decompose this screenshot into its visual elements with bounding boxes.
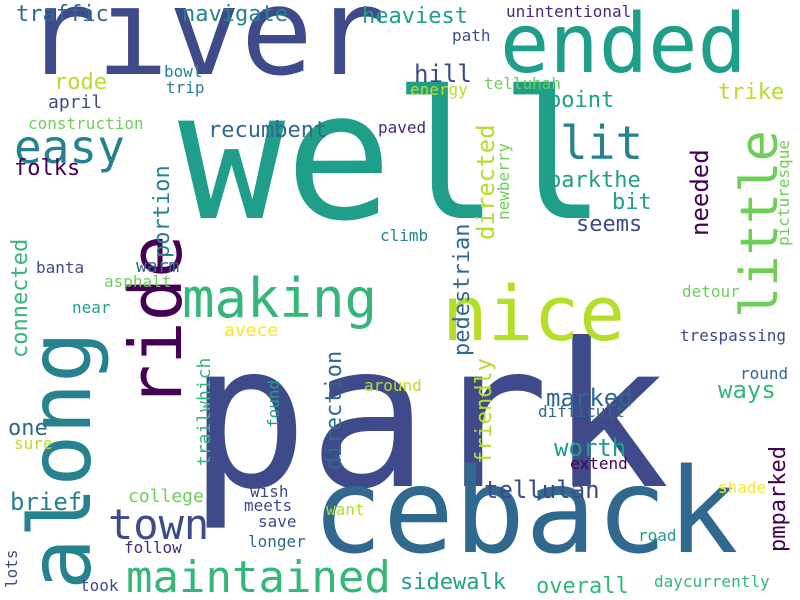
word-follow: follow	[124, 538, 182, 557]
word-pedestrian: pedestrian	[450, 223, 475, 356]
word-round: round	[740, 364, 789, 383]
word-shade: shade	[718, 478, 767, 497]
word-construction: construction	[28, 114, 144, 133]
word-town: town	[108, 500, 210, 549]
word-one: one	[8, 416, 48, 441]
word-sidewalk: sidewalk	[400, 570, 506, 595]
word-bowl: bowl	[164, 62, 203, 81]
word-climb: climb	[380, 226, 429, 245]
word-trespassing: trespassing	[680, 326, 786, 345]
word-along: along	[11, 331, 111, 590]
word-trike: trike	[718, 80, 785, 105]
word-meets: meets	[244, 496, 293, 515]
word-portion: portion	[150, 165, 175, 258]
word-near: near	[72, 298, 111, 317]
word-needed: needed	[686, 149, 714, 236]
word-want: want	[326, 500, 365, 519]
word-newberry: newberry	[494, 142, 513, 220]
word-overall: overall	[536, 574, 629, 599]
word-tellulah: tellulah	[484, 476, 600, 504]
word-nice: nice	[442, 269, 626, 358]
word-sure: sure	[14, 434, 53, 453]
word-warm: warm	[136, 256, 180, 277]
word-well: well	[178, 53, 607, 260]
word-detour: detour	[682, 282, 740, 301]
word-worth: worth	[554, 434, 627, 462]
word-traffic: traffic	[16, 2, 109, 27]
word-folks: folks	[14, 156, 81, 181]
word-brief: brief	[10, 488, 83, 516]
word-park: park	[188, 301, 670, 534]
word-pmparked: pmparked	[766, 446, 791, 552]
word-river: river	[24, 0, 386, 103]
word-heaviest: heaviest	[362, 4, 468, 29]
word-ways: ways	[718, 376, 776, 404]
word-trip: trip	[166, 78, 205, 97]
word-recumbent: recumbent	[208, 118, 328, 143]
word-lots: lots	[2, 549, 21, 588]
word-difficult: difficult	[538, 402, 625, 421]
word-easy: easy	[14, 120, 125, 174]
word-making: making	[182, 267, 378, 330]
word-lit: lit	[560, 116, 644, 170]
word-college: college	[128, 486, 204, 507]
word-avece: avece	[224, 320, 279, 341]
word-around: around	[364, 376, 422, 395]
word-energy: energy	[410, 80, 468, 99]
word-wish: wish	[250, 482, 289, 501]
word-parkthe: parkthe	[548, 168, 641, 193]
word-ceback: ceback	[312, 442, 739, 580]
word-unintentional: unintentional	[506, 2, 632, 21]
word-rode: rode	[54, 70, 107, 95]
word-ended: ended	[500, 0, 747, 92]
word-longer: longer	[248, 532, 306, 551]
word-took: took	[80, 576, 119, 595]
word-banta: banta	[36, 258, 85, 277]
word-bit: bit	[612, 190, 652, 215]
word-direction: direction	[322, 350, 347, 470]
word-marked: marked	[546, 384, 633, 412]
word-save: save	[258, 512, 297, 531]
word-path: path	[452, 26, 491, 45]
word-asphalt: asphalt	[104, 272, 172, 291]
word-hill: hill	[414, 60, 472, 88]
word-connected: connected	[8, 238, 33, 358]
word-picturesque: picturesque	[774, 140, 793, 246]
word-daycurrently: daycurrently	[654, 572, 770, 591]
word-maintained: maintained	[126, 552, 391, 600]
word-april: april	[48, 92, 103, 113]
word-extend: extend	[570, 454, 628, 473]
word-paved: paved	[378, 118, 427, 137]
word-point: point	[548, 88, 615, 113]
word-road: road	[638, 526, 677, 545]
word-trailwhich: trailwhich	[194, 357, 215, 466]
word-found: found	[264, 379, 283, 428]
word-seems: seems	[576, 212, 643, 237]
word-telluhah: telluhah	[484, 74, 562, 93]
word-friendly: friendly	[472, 358, 497, 464]
word-navigate: navigate	[182, 2, 288, 27]
